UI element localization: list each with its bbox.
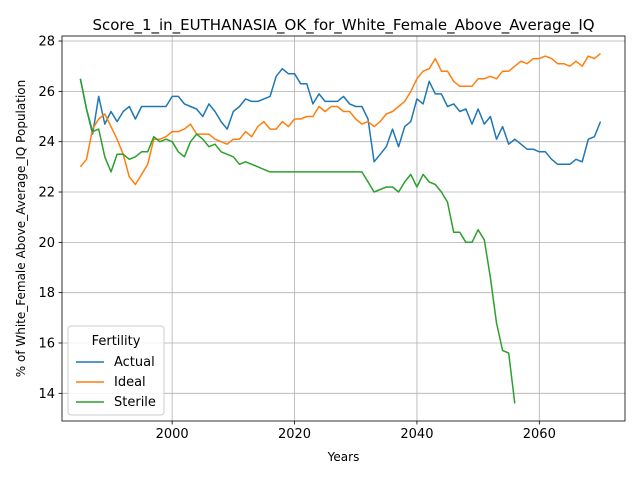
legend-label: Sterile [114, 395, 156, 410]
legend-label: Actual [114, 355, 155, 370]
series-line-actual [79, 67, 602, 166]
x-tick-label: 2000 [156, 427, 189, 442]
y-tick-label: 24 [38, 135, 55, 150]
y-tick-label: 18 [38, 286, 55, 301]
legend: Fertility Actual Ideal Sterile [67, 325, 165, 416]
legend-label: Ideal [114, 375, 146, 390]
series-lines [79, 53, 602, 404]
legend-entry-actual: Actual [76, 355, 155, 370]
y-tick-label: 26 [38, 85, 55, 100]
legend-box [67, 325, 165, 416]
chart-title: Score_1_in_EUTHANASIA_OK_for_White_Femal… [92, 16, 594, 35]
plot-frame [61, 35, 626, 422]
x-tick-label: 2040 [400, 427, 433, 442]
y-tick-label: 22 [38, 186, 55, 201]
legend-entry-sterile: Sterile [76, 395, 156, 410]
x-axis-label: Years [327, 450, 360, 464]
y-tick-label: 28 [38, 35, 55, 50]
legend-title: Fertility [92, 334, 141, 349]
legend-entry-ideal: Ideal [76, 375, 146, 390]
y-tick-label: 16 [38, 336, 55, 351]
series-line-ideal [79, 53, 601, 186]
series-line-sterile [79, 78, 516, 404]
axis-ticks: 2000 2020 2040 2060 14 16 18 20 22 24 26 28 [38, 35, 555, 442]
y-axis-label: % of White_Female Above_Average_IQ Popul… [14, 80, 28, 377]
y-tick-label: 14 [38, 387, 55, 402]
x-tick-label: 2020 [278, 427, 311, 442]
y-tick-label: 20 [38, 236, 55, 251]
x-tick-label: 2060 [523, 427, 556, 442]
